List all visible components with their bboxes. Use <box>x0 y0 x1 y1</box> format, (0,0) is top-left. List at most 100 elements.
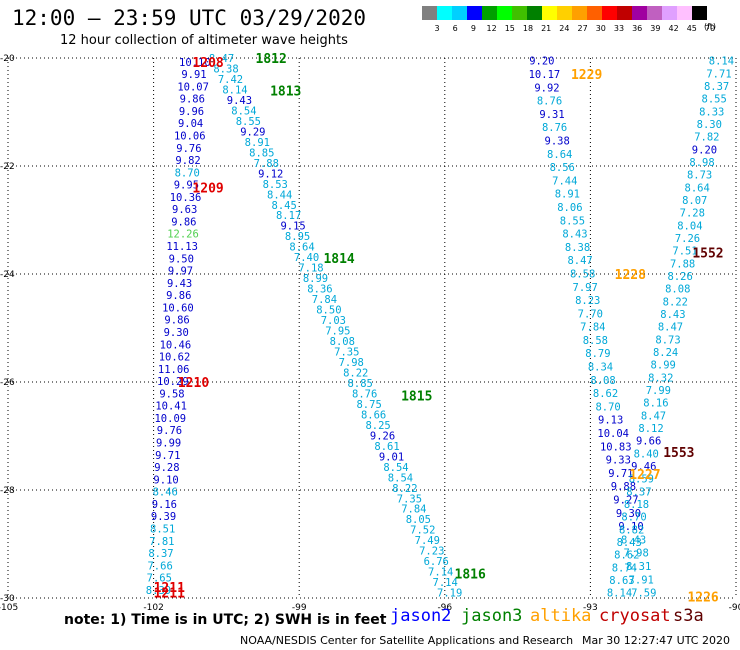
pass-label: 1209 <box>192 182 223 197</box>
wave-height-value: 8.51 <box>150 523 175 535</box>
wave-height-value: 8.43 <box>562 229 587 241</box>
wave-height-value: 9.15 <box>280 221 305 233</box>
colorbar-swatch <box>422 6 437 20</box>
wave-height-value: 9.16 <box>152 499 177 511</box>
wave-height-value: 10.62 <box>159 352 191 364</box>
colorbar-label: 36 <box>632 24 642 33</box>
wave-height-value: 7.81 <box>149 536 174 548</box>
wave-height-value: 7.40 <box>294 252 319 264</box>
wave-height-value: 7.88 <box>254 158 279 170</box>
wave-height-value: 7.03 <box>321 315 346 327</box>
colorbar-label: 9 <box>471 24 476 33</box>
colorbar-label: 33 <box>614 24 624 33</box>
wave-height-value: 8.85 <box>249 147 274 159</box>
wave-height-value: 12.26 <box>167 229 199 241</box>
wave-height-value: 7.95 <box>325 326 350 338</box>
colorbar-swatch <box>692 6 707 20</box>
wave-height-value: 8.66 <box>361 409 386 421</box>
wave-height-value: 8.46 <box>153 487 178 499</box>
wave-height-value: 7.18 <box>298 263 323 275</box>
wave-height-value: 9.33 <box>606 455 631 467</box>
page-title: 12:00 – 23:59 UTC 03/29/2020 <box>12 6 367 30</box>
wave-height-value: 8.43 <box>660 309 685 321</box>
wave-height-value: 9.86 <box>171 216 196 228</box>
wave-height-value: 8.37 <box>704 81 729 93</box>
wave-height-value: 8.75 <box>356 399 381 411</box>
colorbar-swatch <box>512 6 527 20</box>
wave-height-value: 8.08 <box>590 375 615 387</box>
wave-height-value: 8.04 <box>677 220 702 232</box>
wave-height-value: 8.82 <box>619 524 644 536</box>
wave-height-value: 9.04 <box>178 118 203 130</box>
wave-height-value: 8.14 <box>607 588 632 600</box>
wave-height-value: 8.76 <box>542 122 567 134</box>
wave-height-value: 8.62 <box>593 388 618 400</box>
colorbar-unit: (ft) <box>704 22 717 31</box>
wave-height-value: 8.55 <box>702 94 727 106</box>
wave-height-value: 8.91 <box>555 189 580 201</box>
wave-height-value: 8.73 <box>687 170 712 182</box>
wave-height-value: 9.26 <box>370 430 395 442</box>
wave-height-value: 8.98 <box>689 157 714 169</box>
colorbar-swatch <box>542 6 557 20</box>
colorbar-label: 27 <box>578 24 588 33</box>
x-tick-label: -105 <box>0 603 18 613</box>
wave-height-value: 8.30 <box>697 119 722 131</box>
wave-height-value: 8.70 <box>621 512 646 524</box>
wave-height-value: 8.54 <box>383 462 408 474</box>
wave-height-value: 8.70 <box>175 167 200 179</box>
colorbar-label: 70 <box>705 24 715 33</box>
wave-height-value: 7.91 <box>629 574 654 586</box>
colorbar-swatch <box>572 6 587 20</box>
wave-height-value: 7.88 <box>670 258 695 270</box>
wave-height-value: 7.19 <box>437 588 462 600</box>
wave-height-value: 8.22 <box>663 296 688 308</box>
wave-height-value: 9.31 <box>539 109 564 121</box>
colorbar-label: 3 <box>434 24 439 33</box>
wave-height-value: 9.71 <box>608 468 633 480</box>
colorbar-label: 6 <box>453 24 458 33</box>
x-tick-label: -99 <box>292 603 307 613</box>
wave-height-value: 9.38 <box>545 135 570 147</box>
pass-label: 1553 <box>663 446 694 461</box>
wave-height-value: 8.23 <box>575 295 600 307</box>
wave-height-value: 8.39 <box>146 585 171 597</box>
colorbar-label: 39 <box>650 24 660 33</box>
wave-height-value: 10.17 <box>529 69 561 81</box>
x-tick-label: -96 <box>437 603 452 613</box>
wave-height-value: 9.46 <box>631 461 656 473</box>
wave-height-value: 9.43 <box>227 95 252 107</box>
colorbar-label: 12 <box>487 24 497 33</box>
y-tick-label: -30 <box>0 594 15 604</box>
wave-height-value: 8.33 <box>699 106 724 118</box>
wave-height-value: 8.32 <box>648 372 673 384</box>
wave-height-value: 10.83 <box>600 441 632 453</box>
wave-height-value: 8.99 <box>651 360 676 372</box>
wave-height-value: 10.09 <box>154 413 186 425</box>
colorbar-swatch <box>677 6 692 20</box>
pass-label: 1552 <box>692 246 723 261</box>
wave-height-value: 8.85 <box>348 378 373 390</box>
colorbar-label: 24 <box>559 24 569 33</box>
wave-height-value: 8.64 <box>289 242 314 254</box>
wave-height-value: 9.20 <box>692 144 717 156</box>
colorbar-swatch <box>527 6 542 20</box>
wave-height-value: 7.14 <box>428 567 453 579</box>
wave-height-value: 8.64 <box>547 149 572 161</box>
colorbar-swatch <box>632 6 647 20</box>
wave-height-value: 8.18 <box>624 499 649 511</box>
wave-height-value: 8.76 <box>537 96 562 108</box>
wave-height-value: 8.76 <box>352 388 377 400</box>
pass-label: 1812 <box>256 52 287 67</box>
wave-height-value: 8.31 <box>626 561 651 573</box>
wave-height-value: 10.29 <box>157 376 189 388</box>
wave-height-value: 8.14 <box>222 84 247 96</box>
y-tick-label: -24 <box>0 270 15 280</box>
wave-height-value: 8.61 <box>374 441 399 453</box>
wave-height-value: 9.39 <box>151 511 176 523</box>
wave-height-value: 10.41 <box>155 401 187 413</box>
wave-height-value: 8.70 <box>595 401 620 413</box>
wave-height-value: 10.10 <box>179 57 211 69</box>
wave-height-value: 8.24 <box>653 347 678 359</box>
y-tick-label: -22 <box>0 162 15 172</box>
